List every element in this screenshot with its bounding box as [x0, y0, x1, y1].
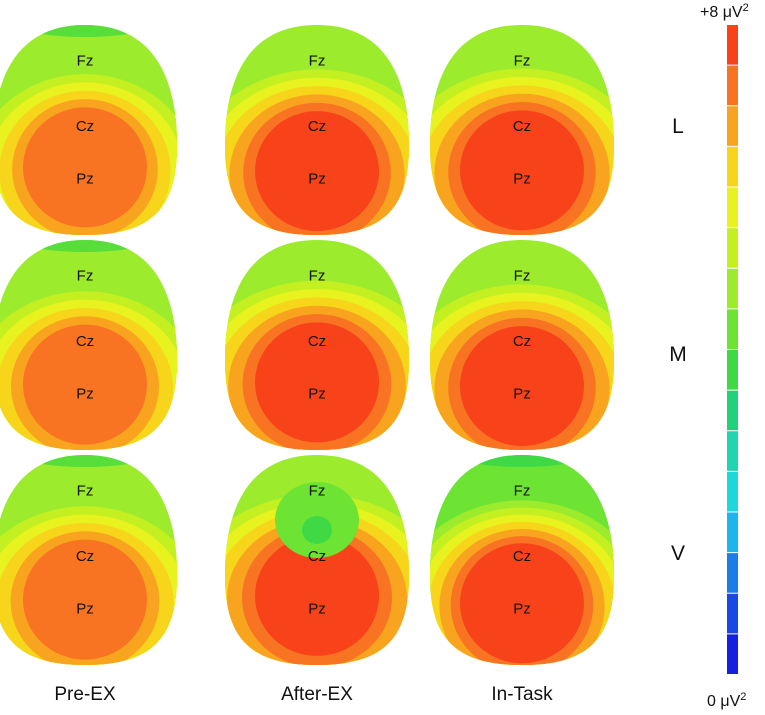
column-label-in-task: In-Task: [491, 684, 553, 705]
color-scale-segment: [727, 268, 738, 309]
color-scale-segment: [727, 512, 738, 553]
color-scale-segment: [727, 553, 738, 593]
color-scale-segment: [727, 471, 738, 512]
row-label-l: L: [672, 115, 684, 138]
map-band: [460, 110, 584, 231]
map-band: [15, 25, 155, 37]
map-band: [23, 539, 147, 660]
electrode-label-pz: Pz: [513, 385, 531, 402]
color-scale-min-label: 0 μV2: [707, 691, 746, 710]
electrode-label-cz: Cz: [76, 333, 94, 350]
electrode-label-fz: Fz: [514, 53, 531, 70]
map-band: [255, 535, 379, 656]
color-scale-segment: [727, 106, 738, 146]
color-scale-segment: [727, 593, 738, 634]
electrode-label-fz: Fz: [77, 53, 94, 70]
map-band: [23, 107, 147, 228]
color-scale-segment: [727, 187, 738, 228]
scalp-map-v-pre-ex: [0, 455, 177, 665]
map-band: [255, 322, 379, 443]
color-scale-segment: [727, 25, 738, 65]
electrode-label-cz: Cz: [76, 548, 94, 565]
map-band: [302, 516, 332, 544]
electrode-label-pz: Pz: [76, 600, 94, 617]
column-label-after-ex: After-EX: [281, 684, 353, 705]
row-label-v: V: [671, 542, 685, 565]
electrode-label-cz: Cz: [308, 333, 326, 350]
color-scale-segment: [727, 634, 738, 674]
electrode-label-fz: Fz: [77, 268, 94, 285]
electrode-label-pz: Pz: [513, 600, 531, 617]
electrode-label-cz: Cz: [308, 548, 326, 565]
color-scale-bar: [727, 25, 738, 674]
electrode-label-fz: Fz: [514, 483, 531, 500]
scalp-map-v-in-task: [430, 455, 614, 665]
electrode-label-fz: Fz: [514, 268, 531, 285]
electrode-label-pz: Pz: [76, 170, 94, 187]
color-scale-segment: [727, 350, 738, 390]
electrode-label-pz: Pz: [308, 385, 326, 402]
color-scale-segment: [727, 390, 738, 431]
electrode-label-cz: Cz: [513, 333, 531, 350]
color-scale-segment: [727, 146, 738, 187]
electrode-label-cz: Cz: [76, 118, 94, 135]
map-band: [255, 111, 379, 232]
map-band: [460, 326, 584, 447]
map-band: [23, 324, 147, 445]
electrode-label-fz: Fz: [77, 483, 94, 500]
color-scale-max-label: +8 μV2: [700, 2, 749, 21]
map-band: [460, 543, 584, 664]
electrode-label-cz: Cz: [513, 118, 531, 135]
electrode-label-fz: Fz: [309, 483, 326, 500]
color-scale-segment: [727, 65, 738, 106]
electrode-label-fz: Fz: [309, 268, 326, 285]
scalp-maps: Fz Cz Pz Fz Cz Pz Fz Cz Pz Fz Cz Pz Fz Cz Pz Fz Cz Pz Fz Cz…: [0, 25, 614, 665]
row-label-m: M: [669, 343, 687, 366]
electrode-label-pz: Pz: [308, 600, 326, 617]
electrode-label-fz: Fz: [309, 53, 326, 70]
color-scale-segment: [727, 228, 738, 268]
electrode-label-pz: Pz: [76, 385, 94, 402]
electrode-label-cz: Cz: [513, 548, 531, 565]
electrode-label-cz: Cz: [308, 118, 326, 135]
electrode-label-pz: Pz: [513, 170, 531, 187]
electrode-label-pz: Pz: [308, 170, 326, 187]
color-scale-segment: [727, 431, 738, 471]
color-scale-segment: [727, 309, 738, 349]
column-label-pre-ex: Pre-EX: [54, 684, 116, 705]
